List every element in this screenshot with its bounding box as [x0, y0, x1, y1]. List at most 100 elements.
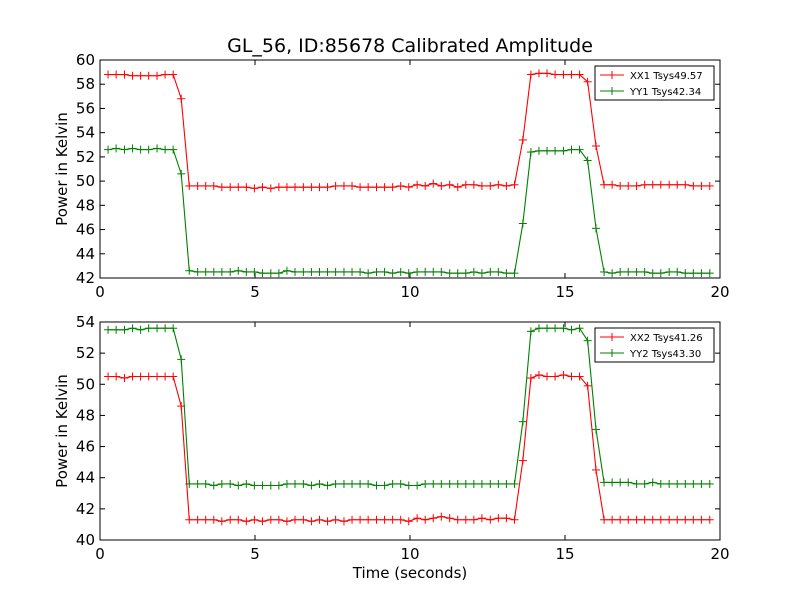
series-1	[104, 69, 714, 193]
data-point	[469, 180, 478, 189]
data-point	[673, 479, 682, 488]
y-tick-label: 48	[76, 406, 95, 424]
data-point	[681, 269, 690, 278]
data-point	[656, 180, 665, 189]
data-point	[632, 181, 641, 190]
data-point	[258, 269, 267, 278]
data-point	[201, 181, 210, 190]
legend-label: YY2 Tsys43.30	[629, 349, 701, 360]
data-point	[242, 267, 251, 276]
legend: XX1 Tsys49.57 YY1 Tsys42.34	[594, 65, 715, 101]
data-point	[169, 324, 178, 333]
data-point	[169, 372, 178, 381]
data-point	[226, 267, 235, 276]
x-tick-label: 10	[400, 545, 419, 563]
data-point	[404, 183, 413, 192]
data-point	[136, 71, 145, 80]
y-tick-label: 42	[76, 269, 95, 287]
data-point	[266, 184, 275, 193]
data-point	[307, 517, 316, 526]
data-point	[120, 70, 129, 79]
x-tick-label: 20	[710, 283, 729, 301]
data-point	[429, 514, 438, 523]
data-point	[250, 515, 259, 524]
data-point	[551, 70, 560, 79]
data-point	[600, 478, 609, 487]
data-point	[648, 515, 657, 524]
data-point	[534, 146, 543, 155]
data-point	[413, 481, 422, 490]
data-point	[258, 517, 267, 526]
data-point	[697, 515, 706, 524]
data-point	[477, 479, 486, 488]
data-point	[592, 141, 600, 150]
y-tick-label: 46	[76, 221, 95, 239]
legend-box	[594, 65, 715, 101]
data-point	[534, 69, 543, 78]
data-point	[600, 515, 609, 524]
data-point	[185, 515, 194, 524]
data-point	[193, 181, 202, 190]
data-point	[380, 267, 389, 276]
data-point	[266, 481, 275, 490]
data-point	[364, 515, 373, 524]
data-point	[648, 180, 657, 189]
data-point	[274, 515, 283, 524]
data-point	[290, 267, 299, 276]
data-point	[177, 94, 186, 103]
data-point	[339, 267, 348, 276]
data-point	[608, 180, 617, 189]
x-tick-label: 15	[555, 283, 574, 301]
data-point	[266, 515, 275, 524]
data-point	[274, 269, 283, 278]
data-point	[217, 479, 226, 488]
data-point	[526, 374, 535, 383]
data-point	[445, 514, 454, 523]
data-point	[274, 481, 283, 490]
data-point	[193, 267, 202, 276]
data-point	[640, 267, 649, 276]
data-point	[681, 180, 690, 189]
data-point	[656, 515, 665, 524]
data-point	[128, 71, 137, 80]
data-point	[136, 145, 145, 154]
data-point	[665, 515, 674, 524]
legend-label: YY1 Tsys42.34	[629, 87, 701, 98]
data-point	[307, 481, 316, 490]
data-point	[494, 479, 503, 488]
data-point	[282, 183, 291, 192]
data-point	[665, 267, 674, 276]
data-point	[437, 181, 446, 190]
y-tick-label: 46	[76, 438, 95, 456]
data-point	[429, 267, 438, 276]
data-point	[266, 269, 275, 278]
data-point	[112, 325, 121, 334]
data-point	[274, 183, 283, 192]
y-tick-label: 40	[76, 531, 95, 549]
y-tick-label: 44	[76, 245, 95, 263]
data-point	[339, 479, 348, 488]
data-point	[201, 515, 210, 524]
data-point	[161, 70, 170, 79]
data-point	[583, 336, 592, 345]
data-point	[543, 69, 552, 78]
data-point	[510, 180, 519, 189]
data-point	[640, 479, 649, 488]
data-point	[616, 478, 625, 487]
data-point	[608, 269, 617, 278]
data-point	[169, 70, 178, 79]
data-point	[112, 70, 121, 79]
data-point	[209, 481, 218, 490]
data-point	[185, 266, 194, 275]
legend-entry: YY2 Tsys43.30	[600, 349, 701, 360]
data-point	[429, 179, 438, 188]
data-point	[534, 370, 543, 379]
y-tick-label: 52	[76, 344, 95, 362]
data-point	[323, 481, 332, 490]
data-point	[282, 479, 291, 488]
data-point	[242, 183, 251, 192]
legend: XX2 Tsys41.26 YY2 Tsys43.30	[594, 327, 715, 363]
data-point	[543, 372, 552, 381]
y-tick-label: 56	[76, 99, 95, 117]
data-point	[510, 269, 519, 278]
